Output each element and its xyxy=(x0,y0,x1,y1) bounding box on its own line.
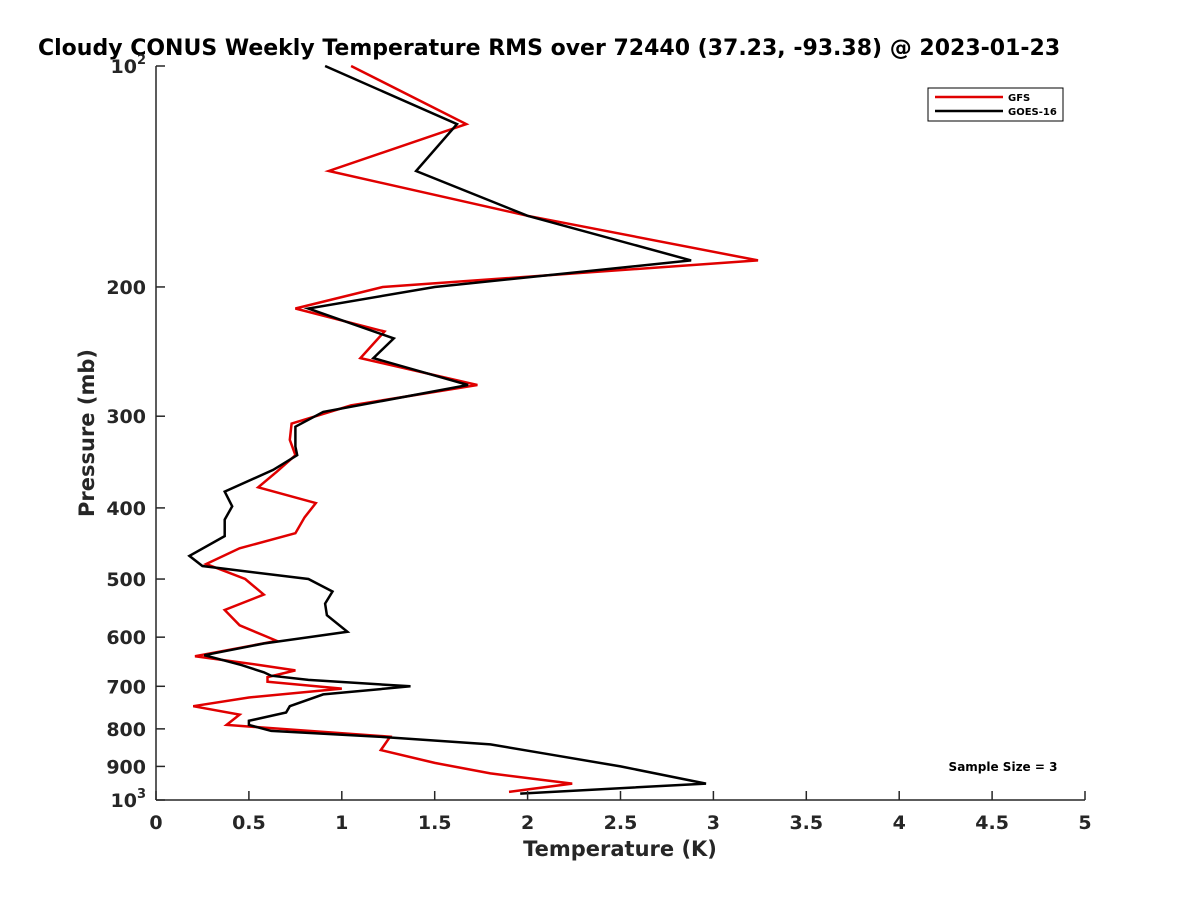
y-axis-label: Pressure (mb) xyxy=(75,349,99,517)
y-tick-label: 700 xyxy=(106,676,146,698)
x-axis-label: Temperature (K) xyxy=(523,837,717,861)
sample-size-annotation: Sample Size = 3 xyxy=(949,760,1058,774)
x-tick-label: 3 xyxy=(707,812,720,834)
y-tick-exponent: 2 xyxy=(137,53,146,68)
y-tick-label: 102 xyxy=(111,53,147,78)
x-tick-label: 1 xyxy=(335,812,348,834)
x-tick-label: 0 xyxy=(149,812,162,834)
y-tick-label: 400 xyxy=(106,498,146,520)
y-tick-label: 900 xyxy=(106,756,146,778)
series-line-gfs xyxy=(192,64,759,794)
y-tick-label: 600 xyxy=(106,627,146,649)
x-tick-label: 5 xyxy=(1078,812,1091,834)
x-tick-label: 1.5 xyxy=(418,812,452,834)
legend-box xyxy=(927,87,1064,122)
y-tick-exponent: 3 xyxy=(137,787,146,802)
x-tick-label: 4.5 xyxy=(975,812,1009,834)
y-tick-label: 103 xyxy=(111,787,147,812)
x-tick-label: 2 xyxy=(521,812,534,834)
series-line-goes16 xyxy=(187,64,707,795)
x-tick-label: 4 xyxy=(893,812,906,834)
legend-label-gfs: GFS xyxy=(1008,93,1030,104)
y-tick-base: 10 xyxy=(111,790,137,812)
legend: GFS GOES-16 xyxy=(927,87,1064,122)
plot-area: 0 0.5 1 1.5 2 2.5 3 3.5 4 4.5 5 102200300400500600… xyxy=(106,53,1091,834)
x-tick-label: 3.5 xyxy=(789,812,823,834)
x-ticks: 0 0.5 1 1.5 2 2.5 3 3.5 4 4.5 5 xyxy=(149,791,1092,834)
y-tick-label: 500 xyxy=(106,569,146,591)
legend-label-goes16: GOES-16 xyxy=(1008,107,1057,118)
y-tick-label: 300 xyxy=(106,406,146,428)
y-tick-base: 10 xyxy=(111,56,137,78)
chart-title: Cloudy CONUS Weekly Temperature RMS over… xyxy=(38,36,1060,61)
y-tick-label: 800 xyxy=(106,719,146,741)
x-tick-label: 0.5 xyxy=(232,812,266,834)
x-tick-label: 2.5 xyxy=(604,812,638,834)
y-tick-label: 200 xyxy=(106,277,146,299)
